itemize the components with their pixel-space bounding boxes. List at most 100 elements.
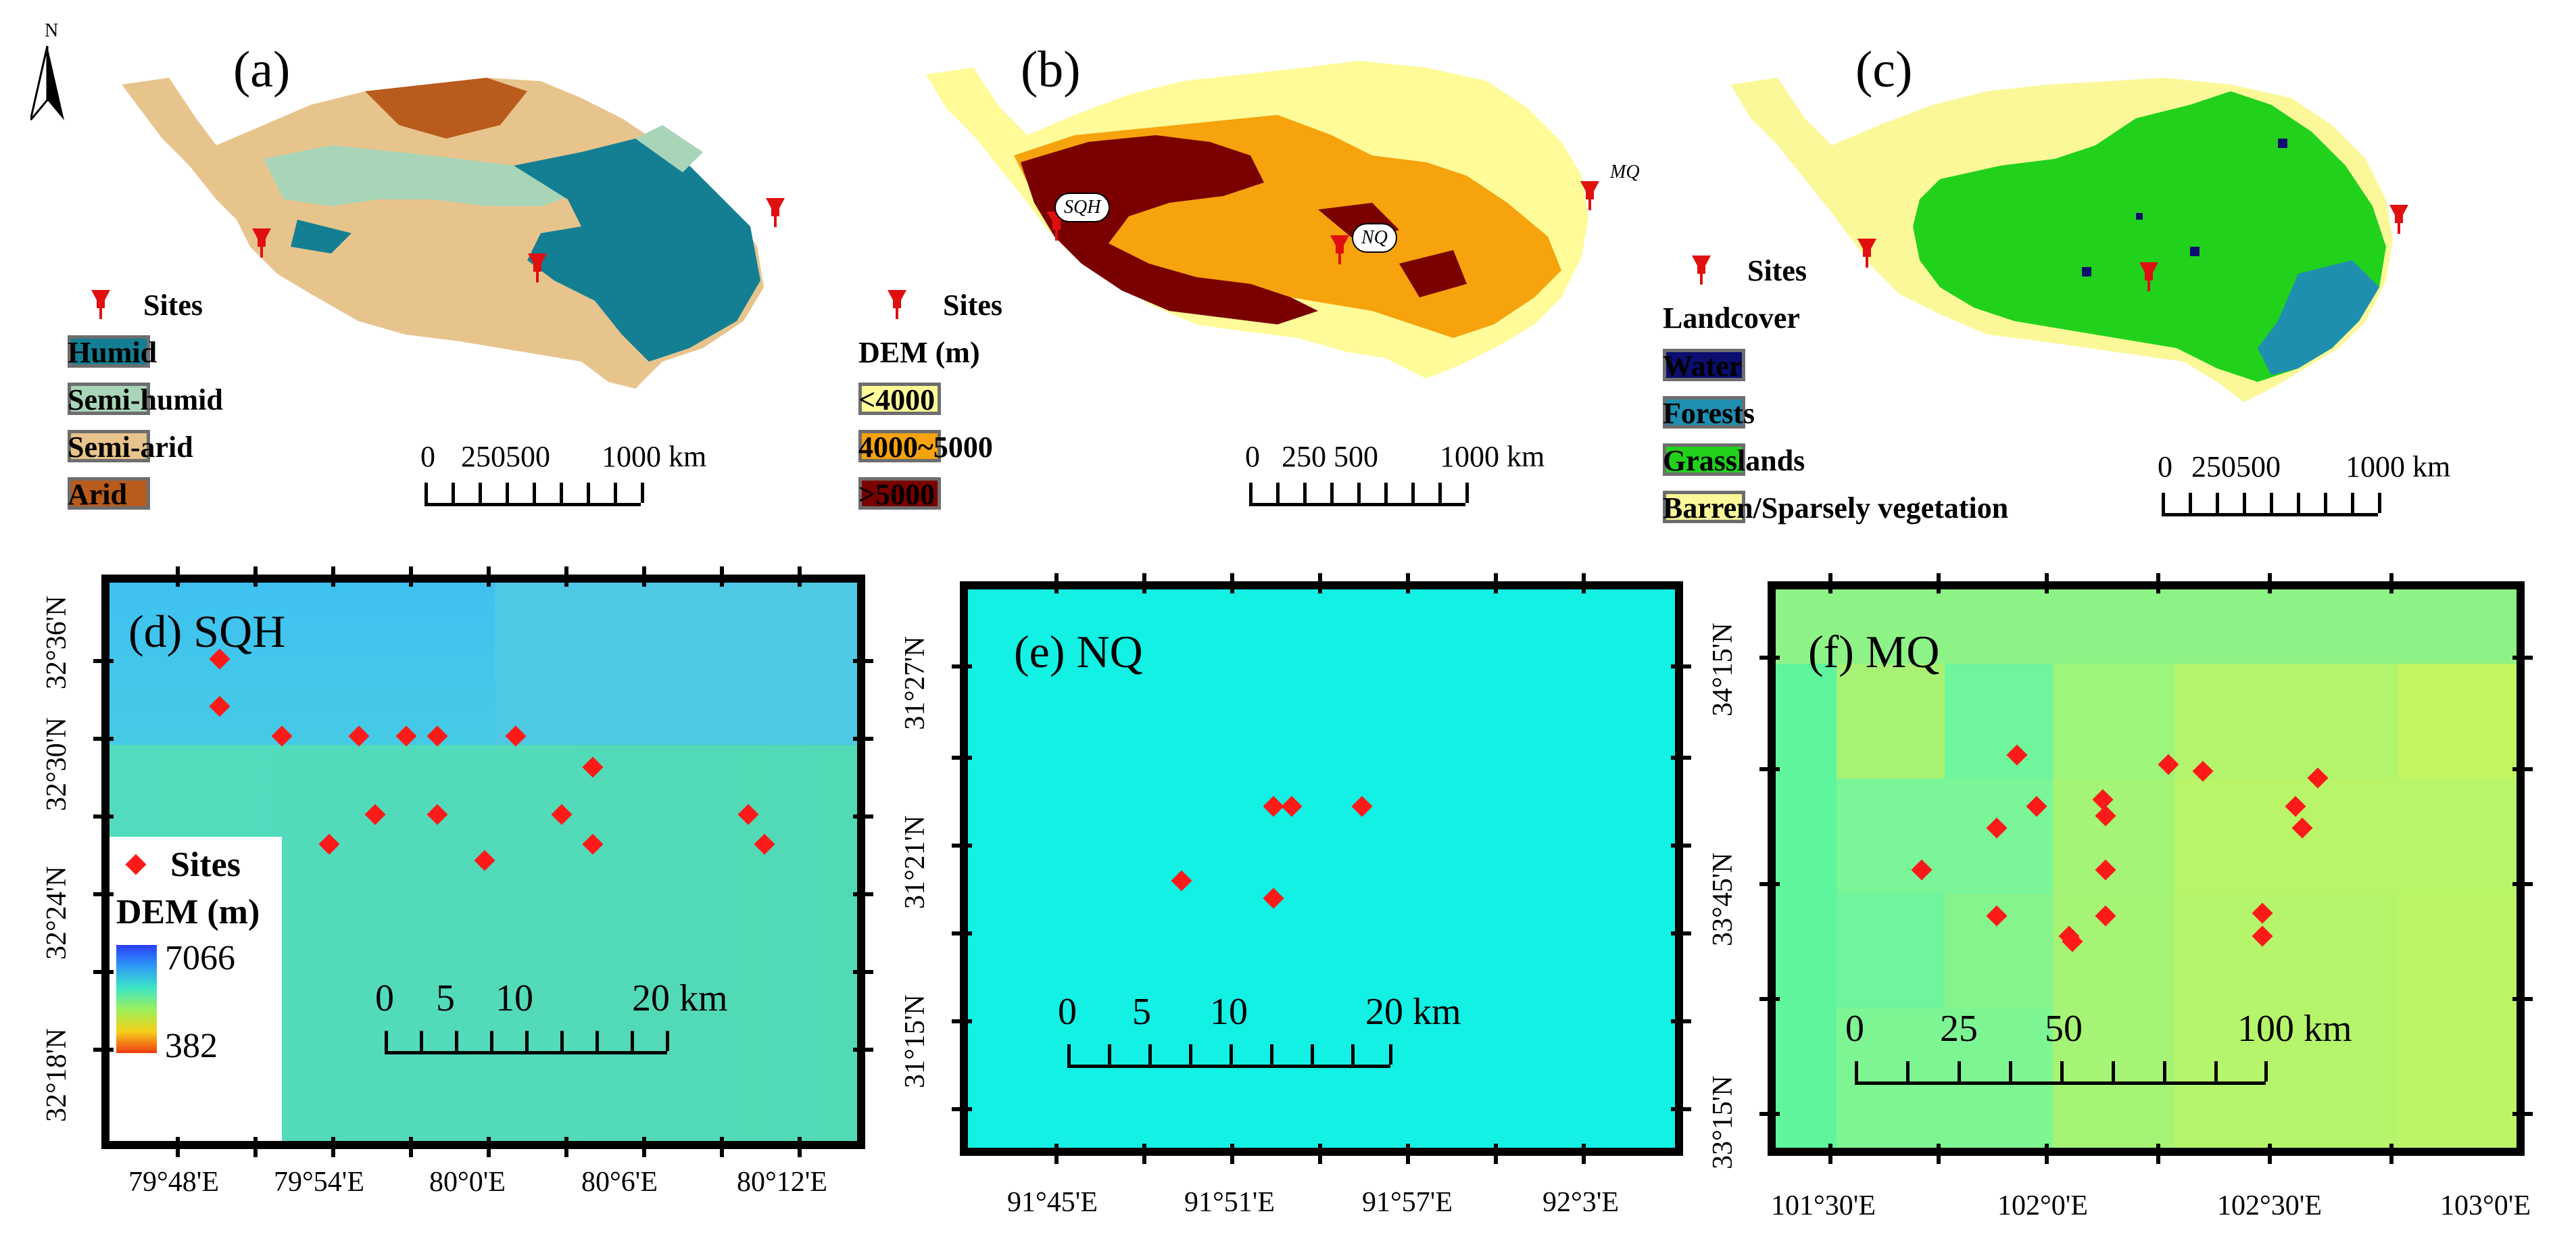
panel-c-label: (c) xyxy=(1855,41,1913,98)
site-pin-icon xyxy=(252,228,271,258)
scale-label-3: 20 km xyxy=(632,977,728,1019)
scale-labels: 0 5 10 20 km xyxy=(375,977,754,1020)
scale-labels: 0 25 50 100 km xyxy=(1845,1007,2386,1050)
scale-label-2: 10 xyxy=(495,977,533,1019)
legend-dem-title: DEM (m) xyxy=(116,893,260,931)
scale-label-0: 0 xyxy=(1845,1008,1864,1050)
lat-label: 33°15'N xyxy=(1707,1075,1739,1169)
legend-label-grasslands: Grasslands xyxy=(1663,444,1805,477)
site-pin-icon xyxy=(528,253,547,283)
legend-label-4000-5000: 4000~5000 xyxy=(858,431,993,464)
legend-swatch-4000-5000 xyxy=(858,430,941,462)
panel-e-scalebar: 0 5 10 20 km xyxy=(1058,990,1477,1078)
legend-swatch-water xyxy=(1663,349,1745,381)
legend-swatch-lt4000 xyxy=(858,383,941,415)
scale-bar xyxy=(1855,1061,2266,1085)
legend-sites-label: Sites xyxy=(943,289,1002,322)
scale-label-2: 10 xyxy=(1210,991,1248,1033)
lon-label: 80°12'E xyxy=(737,1167,828,1198)
lat-label: 34°15'N xyxy=(1707,623,1739,716)
panel-a-scalebar: 0 250500 1000 km xyxy=(412,439,710,514)
legend-swatch-gt5000 xyxy=(858,477,941,510)
legend-label-lt4000: <4000 xyxy=(858,383,935,416)
legend-swatch-barren xyxy=(1663,491,1745,523)
lat-label: 32°24'N xyxy=(41,866,72,960)
scale-bar xyxy=(385,1031,667,1054)
lon-label: 79°54'E xyxy=(274,1167,365,1198)
scale-label-0: 0 xyxy=(1245,440,1260,473)
site-pin-icon xyxy=(2389,205,2408,234)
lat-label: 31°21'N xyxy=(900,815,931,909)
scale-labels: 0 5 10 20 km xyxy=(1058,990,1477,1033)
lon-label: 91°45'E xyxy=(1007,1187,1098,1218)
lon-label: 80°6'E xyxy=(581,1167,658,1198)
scale-label-3: 20 km xyxy=(1365,991,1461,1033)
scale-label-0: 0 xyxy=(420,440,435,473)
lat-label: 32°18'N xyxy=(41,1028,72,1122)
panel-d-legend: Sites DEM (m) 7066 382 xyxy=(110,837,282,1141)
legend-swatch-semi-arid xyxy=(68,430,150,462)
lon-label: 92°3'E xyxy=(1542,1187,1620,1218)
legend-swatch-semi-humid xyxy=(68,383,150,415)
scale-label-2: 50 xyxy=(2045,1008,2083,1050)
scale-bar xyxy=(1249,483,1465,506)
panel-b-label: (b) xyxy=(1021,41,1081,98)
lon-label: 79°48'E xyxy=(128,1167,220,1198)
lon-label: 101°30'E xyxy=(1771,1190,1876,1221)
site-pin-icon xyxy=(766,198,785,227)
panel-c-legend: Sites Landcover Water Forests Grasslands… xyxy=(1663,250,2149,534)
lon-label: 102°30'E xyxy=(2217,1190,2323,1221)
panel-b-legend: Sites DEM (m) <4000 4000~5000 >5000 xyxy=(858,284,1163,520)
site-tag-mq: MQ xyxy=(1610,162,1640,182)
scale-label-1: 25 xyxy=(1940,1008,1978,1050)
legend-site-pin-icon xyxy=(1692,256,1711,285)
scale-label-0: 0 xyxy=(375,977,394,1019)
panel-a-legend: Sites Humid Semi-humid Semi-arid Arid xyxy=(68,284,406,520)
scale-labels: 0 250500 1000 km xyxy=(2149,449,2487,483)
panel-e-title: (e) NQ xyxy=(1014,626,1143,677)
panel-c-scalebar: 0 250500 1000 km xyxy=(2149,449,2487,524)
site-tag-nq: NQ xyxy=(1352,223,1397,253)
scale-label-2: 1000 km xyxy=(1440,440,1545,473)
scale-labels: 0 250500 1000 km xyxy=(412,439,710,473)
lat-label: 31°15'N xyxy=(900,994,931,1088)
legend-swatch-humid xyxy=(68,335,150,368)
scale-bar xyxy=(1067,1044,1390,1068)
scale-label-1: 250 500 xyxy=(1282,440,1378,473)
site-pin-icon xyxy=(1330,235,1349,264)
lat-label: 32°30'N xyxy=(41,717,72,811)
legend-swatch-arid xyxy=(68,477,150,510)
scale-label-3: 100 km xyxy=(2237,1008,2352,1050)
panel-f-map xyxy=(1768,581,2525,1156)
legend-site-marker xyxy=(125,854,147,875)
lon-label: 102°0'E xyxy=(1997,1190,2089,1221)
legend-label-humid: Humid xyxy=(68,336,157,369)
north-arrow-label: N xyxy=(45,20,59,41)
legend-label-barren: Barren/Sparsely vegetation xyxy=(1663,491,2009,525)
panel-d-scalebar: 0 5 10 20 km xyxy=(375,977,754,1065)
legend-landcover-title: Landcover xyxy=(1663,301,1800,335)
north-arrow: N xyxy=(27,20,68,122)
legend-sites-label: Sites xyxy=(143,289,203,322)
panel-c-map xyxy=(1730,78,2393,402)
lat-label: 31°27'N xyxy=(900,636,931,730)
legend-label-semi-humid: Semi-humid xyxy=(68,383,223,416)
site-pin-icon xyxy=(2139,262,2158,291)
north-arrow-icon xyxy=(30,46,64,120)
legend-label-semi-arid: Semi-arid xyxy=(68,431,193,464)
panel-b-map xyxy=(926,61,1588,379)
legend-swatch-grasslands xyxy=(1663,443,1745,476)
scale-label-2: 1000 km xyxy=(602,440,707,473)
lon-label: 80°0'E xyxy=(429,1167,506,1198)
scale-label-0: 0 xyxy=(2158,450,2172,483)
site-pin-icon xyxy=(1857,239,1876,268)
scale-label-1: 250500 xyxy=(2191,450,2281,483)
legend-sites-label: Sites xyxy=(170,846,241,884)
scale-bar xyxy=(424,483,641,506)
panel-f-title: (f) MQ xyxy=(1808,626,1940,677)
scale-label-1: 250500 xyxy=(461,440,550,473)
scale-label-1: 5 xyxy=(436,977,455,1019)
panel-a-label: (a) xyxy=(233,41,291,98)
legend-site-pin-icon xyxy=(91,290,110,319)
dem-min-label: 382 xyxy=(165,1027,218,1065)
